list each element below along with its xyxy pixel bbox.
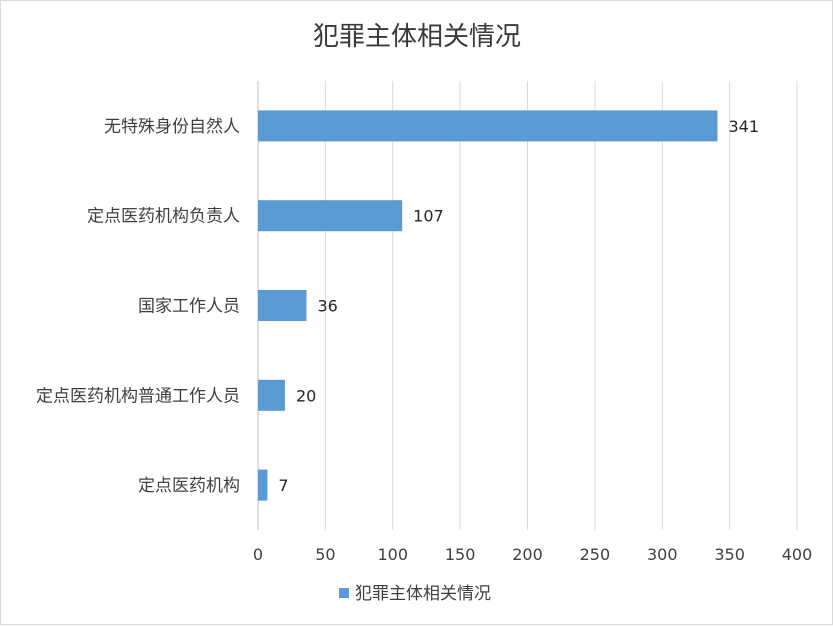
x-axis-tick-labels: 0 50 100 150 200 250 300 350 400 <box>253 545 812 564</box>
bar <box>258 110 718 142</box>
category-label: 定点医药机构普通工作人员 <box>36 386 240 406</box>
x-tick-label: 50 <box>315 545 335 564</box>
legend-label: 犯罪主体相关情况 <box>355 584 491 604</box>
data-label: 341 <box>728 117 759 136</box>
category-label: 定点医药机构 <box>138 476 240 496</box>
chart-title: 犯罪主体相关情况 <box>313 22 521 52</box>
data-label: 107 <box>413 207 444 226</box>
category-labels: 无特殊身份自然人定点医药机构负责人国家工作人员定点医药机构普通工作人员定点医药机… <box>36 117 240 496</box>
category-label: 国家工作人员 <box>138 297 240 317</box>
data-label: 7 <box>278 476 288 495</box>
category-label: 无特殊身份自然人 <box>104 117 240 137</box>
x-tick-label: 350 <box>714 545 745 564</box>
x-tick-label: 100 <box>377 545 408 564</box>
legend-swatch <box>339 588 349 598</box>
x-tick-label: 200 <box>512 545 543 564</box>
bar <box>258 200 403 232</box>
gridlines <box>257 81 798 530</box>
x-tick-label: 0 <box>253 545 263 564</box>
bars <box>258 110 718 501</box>
bar <box>258 290 307 321</box>
x-tick-label: 300 <box>647 545 678 564</box>
x-tick-label: 400 <box>782 545 813 564</box>
data-label: 20 <box>296 386 316 405</box>
data-label: 36 <box>318 297 338 316</box>
bar <box>258 379 285 411</box>
category-label: 定点医药机构负责人 <box>87 207 240 227</box>
bar <box>258 469 268 501</box>
legend: 犯罪主体相关情况 <box>339 584 491 604</box>
x-tick-label: 250 <box>580 545 611 564</box>
x-tick-label: 150 <box>445 545 476 564</box>
data-labels: 341 107 36 20 7 <box>278 117 759 495</box>
